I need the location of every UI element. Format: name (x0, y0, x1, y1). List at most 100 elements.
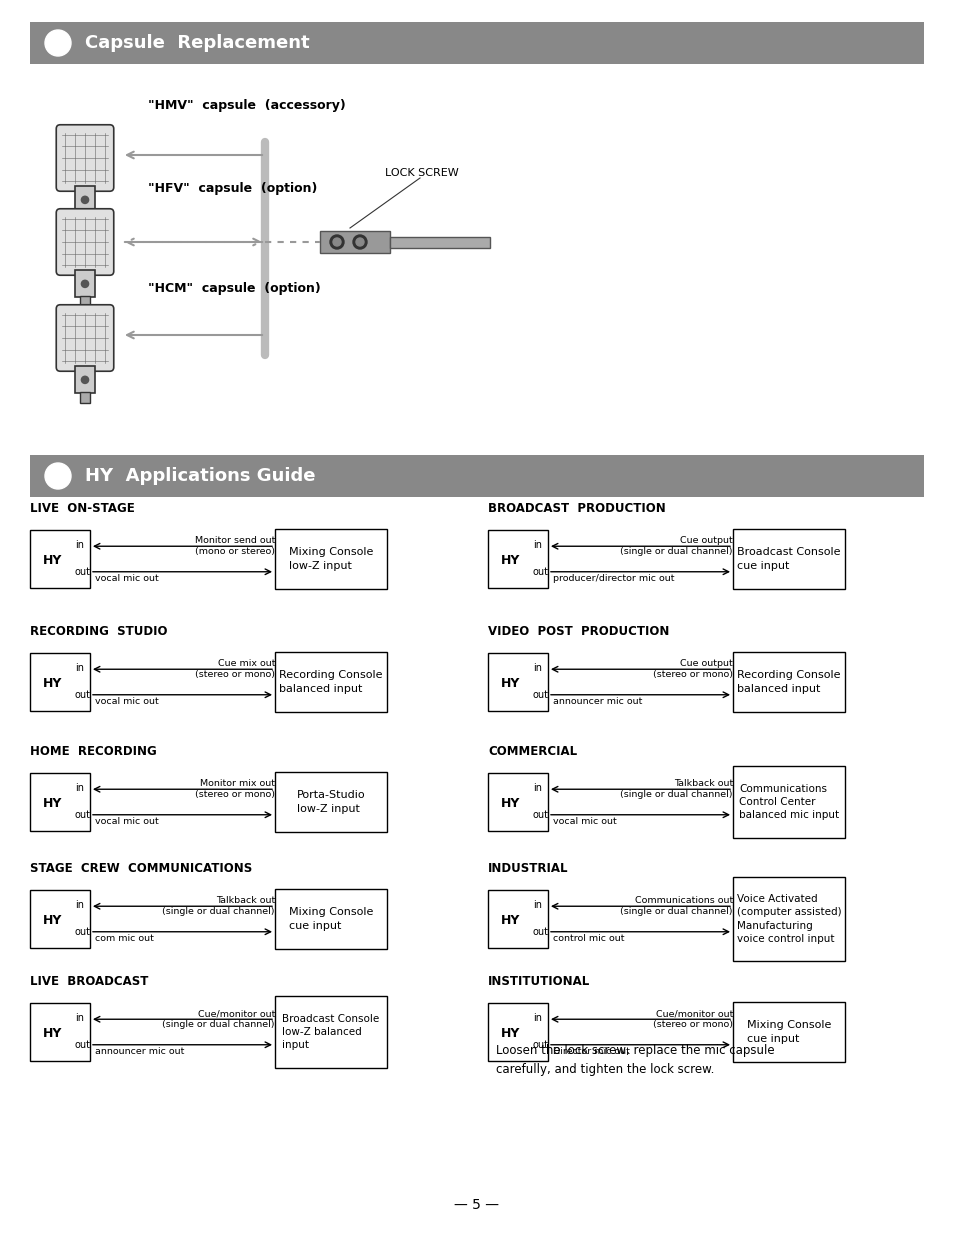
Bar (488, 1003, 547, 1061)
Text: COMMERCIAL: COMMERCIAL (488, 745, 577, 758)
Bar (732, 652, 844, 713)
Text: (stereo or mono): (stereo or mono) (652, 671, 732, 679)
Text: (single or dual channel): (single or dual channel) (162, 908, 274, 916)
Circle shape (81, 280, 89, 288)
Text: announcer mic out: announcer mic out (553, 697, 641, 705)
FancyBboxPatch shape (79, 296, 91, 308)
Text: vocal mic out: vocal mic out (95, 574, 158, 583)
Text: in: in (532, 900, 541, 910)
Circle shape (330, 235, 344, 249)
Text: HOME  RECORDING: HOME RECORDING (30, 745, 156, 758)
Text: in: in (532, 663, 541, 673)
Text: Loosen the lock screw, replace the mic capsule
carefully, and tighten the lock s: Loosen the lock screw, replace the mic c… (496, 1044, 774, 1076)
Bar (732, 529, 844, 589)
Text: announcer mic out: announcer mic out (95, 1047, 184, 1056)
Text: out: out (532, 567, 548, 577)
Text: Broadcast Console
cue input: Broadcast Console cue input (737, 547, 840, 571)
Bar (488, 530, 547, 588)
Bar (732, 1002, 844, 1062)
Text: "HFV"  capsule  (option): "HFV" capsule (option) (148, 182, 317, 195)
Bar (732, 766, 844, 839)
Text: RECORDING  STUDIO: RECORDING STUDIO (30, 625, 168, 638)
Text: HY  Applications Guide: HY Applications Guide (85, 467, 315, 485)
FancyBboxPatch shape (319, 231, 390, 253)
Text: HY: HY (500, 1026, 520, 1040)
Text: Cue mix out: Cue mix out (217, 659, 274, 668)
Bar (488, 773, 547, 831)
Text: out: out (74, 690, 91, 700)
Bar (30, 22, 923, 64)
FancyBboxPatch shape (56, 305, 113, 372)
Bar (30, 653, 90, 711)
Text: (single or dual channel): (single or dual channel) (619, 547, 732, 556)
Text: Recording Console
balanced input: Recording Console balanced input (279, 671, 382, 694)
Text: in: in (74, 663, 84, 673)
Circle shape (353, 235, 367, 249)
Text: Recording Console
balanced input: Recording Console balanced input (737, 671, 840, 694)
Text: vocal mic out: vocal mic out (95, 816, 158, 826)
FancyBboxPatch shape (75, 367, 95, 394)
Circle shape (355, 238, 364, 246)
Text: in: in (532, 783, 541, 793)
Text: VIDEO  POST  PRODUCTION: VIDEO POST PRODUCTION (488, 625, 669, 638)
Text: HY: HY (500, 797, 520, 810)
Text: Broadcast Console
low-Z balanced
input: Broadcast Console low-Z balanced input (282, 1014, 379, 1050)
Bar (274, 772, 387, 832)
Bar (488, 890, 547, 948)
Text: out: out (74, 927, 91, 937)
Text: Cue/monitor out: Cue/monitor out (197, 1009, 274, 1018)
Bar (274, 529, 387, 589)
Text: (stereo or mono): (stereo or mono) (652, 1020, 732, 1029)
Text: "HMV"  capsule  (accessory): "HMV" capsule (accessory) (148, 99, 345, 112)
Text: out: out (532, 810, 548, 820)
Text: Monitor send out: Monitor send out (194, 536, 274, 545)
Bar (30, 773, 90, 831)
Text: (stereo or mono): (stereo or mono) (194, 790, 274, 799)
Text: Director mic out: Director mic out (553, 1047, 629, 1056)
Text: HY: HY (500, 914, 520, 926)
Text: in: in (74, 900, 84, 910)
Text: HY: HY (43, 553, 63, 567)
Text: INDUSTRIAL: INDUSTRIAL (488, 862, 568, 876)
Text: Mixing Console
cue input: Mixing Console cue input (746, 1020, 830, 1044)
Bar (274, 652, 387, 713)
Text: LIVE  BROADCAST: LIVE BROADCAST (30, 974, 149, 988)
Circle shape (45, 463, 71, 489)
Text: HY: HY (43, 1026, 63, 1040)
Text: out: out (74, 1040, 91, 1050)
Text: out: out (532, 927, 548, 937)
Text: INSTITUTIONAL: INSTITUTIONAL (488, 974, 590, 988)
Text: (single or dual channel): (single or dual channel) (619, 790, 732, 799)
Text: HY: HY (43, 797, 63, 810)
Text: Porta-Studio
low-Z input: Porta-Studio low-Z input (296, 790, 365, 814)
Text: in: in (532, 1013, 541, 1023)
Text: producer/director mic out: producer/director mic out (553, 574, 674, 583)
Text: HY: HY (500, 553, 520, 567)
Text: control mic out: control mic out (553, 934, 624, 942)
Text: (single or dual channel): (single or dual channel) (619, 908, 732, 916)
Text: Mixing Console
cue input: Mixing Console cue input (289, 908, 373, 931)
Text: Voice Activated
(computer assisted)
Manufacturing
voice control input: Voice Activated (computer assisted) Manu… (736, 894, 841, 944)
Text: Mixing Console
low-Z input: Mixing Console low-Z input (289, 547, 373, 571)
FancyBboxPatch shape (79, 212, 91, 224)
Text: STAGE  CREW  COMMUNICATIONS: STAGE CREW COMMUNICATIONS (30, 862, 252, 876)
Text: out: out (532, 690, 548, 700)
FancyBboxPatch shape (75, 186, 95, 214)
Bar (30, 454, 923, 496)
Text: Cue output: Cue output (679, 659, 732, 668)
Text: in: in (74, 783, 84, 793)
Text: in: in (532, 540, 541, 550)
Bar (488, 653, 547, 711)
Text: Capsule  Replacement: Capsule Replacement (85, 35, 310, 52)
Bar (274, 995, 387, 1068)
Text: Cue/monitor out: Cue/monitor out (655, 1009, 732, 1018)
Bar (30, 890, 90, 948)
Text: in: in (74, 1013, 84, 1023)
FancyBboxPatch shape (75, 270, 95, 298)
Text: vocal mic out: vocal mic out (95, 697, 158, 705)
Text: (single or dual channel): (single or dual channel) (162, 1020, 274, 1029)
Circle shape (45, 30, 71, 56)
Text: HY: HY (500, 677, 520, 689)
Text: Talkback out: Talkback out (673, 779, 732, 788)
Text: BROADCAST  PRODUCTION: BROADCAST PRODUCTION (488, 501, 665, 515)
